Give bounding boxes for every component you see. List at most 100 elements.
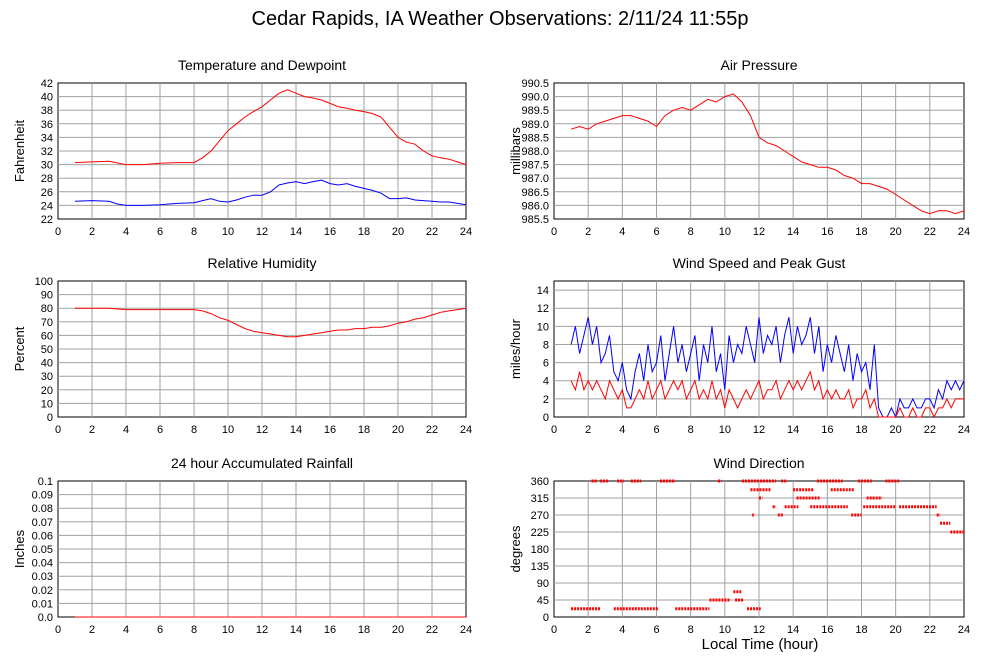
y-tick-label: 225 <box>531 527 549 539</box>
x-tick-label: 14 <box>787 624 799 636</box>
y-tick-label: 986.5 <box>521 187 549 199</box>
y-tick-label: 100 <box>35 276 53 288</box>
x-tick-label: 8 <box>688 624 694 636</box>
x-tick-label: 12 <box>256 624 268 636</box>
y-tick-label: 12 <box>537 303 549 315</box>
y-tick-label: 990.0 <box>521 92 549 104</box>
chart-title: Wind Direction <box>713 455 804 471</box>
y-tick-label: 315 <box>531 493 549 505</box>
y-tick-label: 90 <box>537 578 549 590</box>
x-axis-label: Local Time (hour) <box>701 636 819 653</box>
x-tick-label: 24 <box>958 424 970 436</box>
y-tick-label: 0.05 <box>32 544 53 556</box>
y-tick-label: 42 <box>41 78 53 90</box>
series-line-blue <box>570 317 965 419</box>
x-tick-label: 10 <box>222 424 234 436</box>
y-tick-label: 8 <box>543 339 549 351</box>
x-tick-label: 22 <box>426 424 438 436</box>
x-tick-label: 22 <box>426 624 438 636</box>
y-tick-label: 0.09 <box>32 490 53 502</box>
y-tick-label: 180 <box>531 544 549 556</box>
y-tick-label: 0.03 <box>32 571 53 583</box>
y-tick-label: 40 <box>41 92 53 104</box>
x-tick-label: 20 <box>392 624 404 636</box>
y-tick-label: 6 <box>543 358 549 370</box>
x-tick-label: 16 <box>324 424 336 436</box>
x-tick-label: 0 <box>55 424 61 436</box>
y-tick-label: 26 <box>41 187 53 199</box>
x-tick-label: 6 <box>653 424 659 436</box>
y-tick-label: 135 <box>531 561 549 573</box>
x-tick-label: 2 <box>89 226 95 238</box>
y-axis-label: Inches <box>12 529 27 568</box>
x-tick-label: 22 <box>426 226 438 238</box>
x-tick-label: 24 <box>958 226 970 238</box>
y-tick-label: 70 <box>41 317 53 329</box>
y-tick-label: 0 <box>543 412 549 424</box>
x-tick-label: 6 <box>157 424 163 436</box>
y-tick-label: 0.0 <box>38 612 53 624</box>
x-tick-label: 6 <box>157 226 163 238</box>
x-tick-label: 16 <box>821 624 833 636</box>
chart-title: Relative Humidity <box>208 255 317 271</box>
x-tick-label: 12 <box>753 424 765 436</box>
x-tick-label: 24 <box>460 624 472 636</box>
x-tick-label: 24 <box>958 624 970 636</box>
y-axis-label: millibars <box>508 127 523 175</box>
x-tick-label: 22 <box>924 424 936 436</box>
y-tick-label: 36 <box>41 119 53 131</box>
x-tick-label: 4 <box>123 226 129 238</box>
y-tick-label: 360 <box>531 476 549 488</box>
x-tick-label: 0 <box>55 226 61 238</box>
y-tick-label: 270 <box>531 510 549 522</box>
y-tick-label: 0 <box>543 612 549 624</box>
y-tick-label: 0.02 <box>32 585 53 597</box>
x-tick-label: 14 <box>290 424 302 436</box>
x-tick-label: 8 <box>191 424 197 436</box>
x-tick-label: 2 <box>585 624 591 636</box>
x-tick-label: 6 <box>157 624 163 636</box>
x-tick-label: 18 <box>358 226 370 238</box>
x-tick-label: 18 <box>855 424 867 436</box>
y-tick-label: 988.0 <box>521 146 549 158</box>
x-tick-label: 24 <box>460 226 472 238</box>
y-tick-label: 0.1 <box>38 476 53 488</box>
y-tick-label: 90 <box>41 290 53 302</box>
y-tick-label: 0.07 <box>32 517 53 529</box>
series-line-red <box>74 89 467 166</box>
x-tick-label: 12 <box>256 226 268 238</box>
x-tick-label: 14 <box>787 226 799 238</box>
x-tick-label: 4 <box>619 226 625 238</box>
x-tick-label: 12 <box>753 226 765 238</box>
x-tick-label: 22 <box>924 226 936 238</box>
y-tick-label: 990.5 <box>521 78 549 90</box>
x-tick-label: 22 <box>924 624 936 636</box>
x-tick-label: 6 <box>653 226 659 238</box>
x-tick-label: 10 <box>222 226 234 238</box>
y-tick-label: 22 <box>41 214 53 226</box>
x-tick-label: 18 <box>855 624 867 636</box>
y-tick-label: 10 <box>537 321 549 333</box>
x-tick-label: 0 <box>551 226 557 238</box>
y-tick-label: 2 <box>543 394 549 406</box>
x-tick-label: 12 <box>753 624 765 636</box>
x-tick-label: 16 <box>821 424 833 436</box>
y-tick-label: 0.04 <box>32 558 53 570</box>
x-tick-label: 18 <box>855 226 867 238</box>
x-tick-label: 14 <box>290 226 302 238</box>
x-tick-label: 4 <box>619 424 625 436</box>
y-tick-label: 0.08 <box>32 503 53 515</box>
y-tick-label: 38 <box>41 105 53 117</box>
x-tick-label: 16 <box>324 624 336 636</box>
y-tick-label: 24 <box>41 200 53 212</box>
y-tick-label: 34 <box>41 132 53 144</box>
x-tick-label: 20 <box>890 424 902 436</box>
y-tick-label: 80 <box>41 303 53 315</box>
y-tick-label: 30 <box>41 371 53 383</box>
y-tick-label: 28 <box>41 173 53 185</box>
